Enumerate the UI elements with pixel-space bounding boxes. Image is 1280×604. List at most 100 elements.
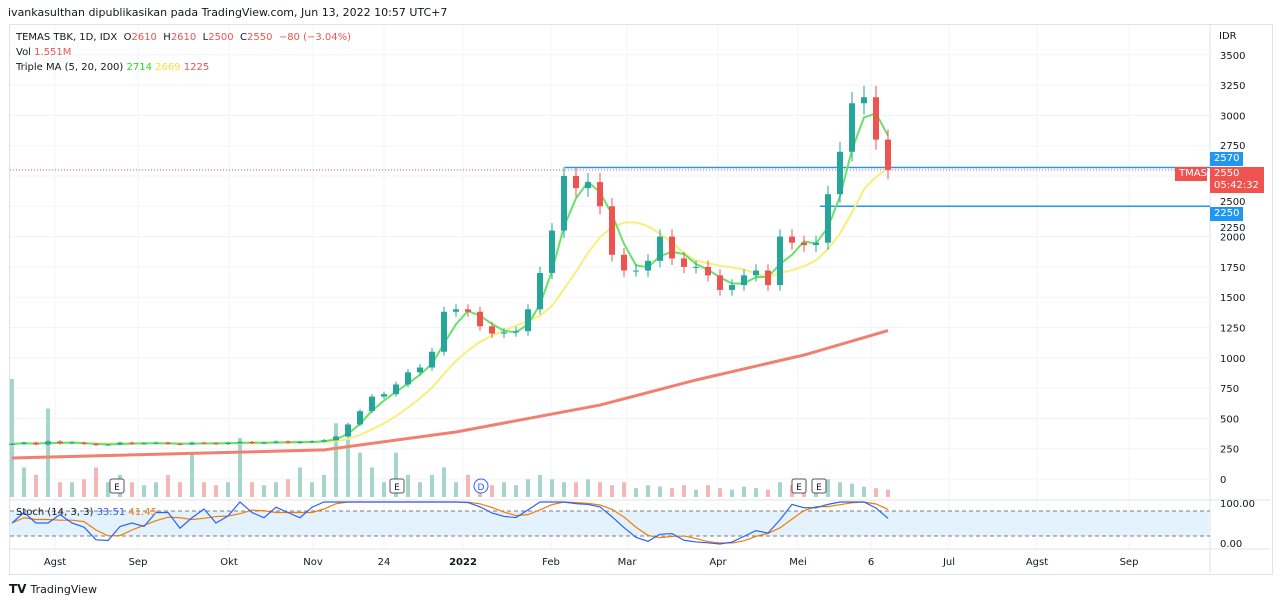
volume-label: Vol	[16, 47, 31, 58]
volume-bar	[346, 438, 350, 497]
ma5-value: 2714	[126, 62, 152, 73]
ohlc-legend: TEMAS TBK, 1D, IDX O2610 H2610 L2500 C25…	[16, 32, 351, 43]
high-label: H	[163, 32, 171, 43]
earnings-marker	[811, 478, 827, 494]
volume-bar	[430, 474, 434, 497]
stoch-tick: 0.00	[1220, 539, 1242, 550]
open-value: 2610	[131, 32, 157, 43]
volume-bar	[850, 483, 854, 497]
candle-body	[417, 367, 423, 373]
stoch-k-line	[11, 501, 889, 545]
volume-bar	[490, 485, 494, 497]
candle-body	[33, 442, 39, 445]
volume-bar	[58, 482, 62, 497]
price-tick: 750	[1220, 384, 1239, 395]
stoch-legend[interactable]: Stoch (14, 3, 3) 33.51 41.45	[16, 507, 157, 518]
price-tick: 500	[1220, 414, 1239, 425]
volume-bar	[286, 479, 290, 497]
candle-body	[813, 242, 819, 246]
candle-body	[753, 270, 759, 276]
volume-bar	[682, 485, 686, 497]
candle-body	[177, 443, 183, 445]
time-tick: Apr	[709, 557, 727, 568]
volume-bar	[334, 423, 338, 497]
candle-body	[225, 442, 231, 444]
candle-body	[69, 442, 75, 444]
ma20-line	[11, 167, 889, 445]
volume-value: 1.551M	[34, 47, 72, 58]
volume-bar	[106, 482, 110, 497]
volume-bar	[166, 474, 170, 497]
close-value: 2550	[247, 32, 273, 43]
volume-legend: Vol 1.551M	[16, 47, 71, 58]
volume-bar	[190, 452, 194, 497]
volume-bar	[874, 488, 878, 497]
ma5-line	[11, 112, 889, 446]
brand-name: TradingView	[30, 582, 97, 596]
candle-body	[117, 442, 123, 445]
price-tick: 2250	[1220, 223, 1245, 234]
chart-frame	[9, 24, 1273, 575]
stoch-label: Stoch (14, 3, 3)	[16, 507, 94, 518]
candle-body	[525, 309, 531, 332]
price-tick: 0	[1220, 475, 1226, 486]
symbol-tag: TMAS	[1175, 167, 1207, 181]
candle-body	[249, 442, 255, 444]
last-price-tag: 2550 05:42:32	[1210, 167, 1264, 193]
candle-body	[237, 442, 243, 444]
candle-body	[297, 442, 303, 444]
candle-body	[849, 103, 855, 152]
time-tick: Mei	[789, 557, 807, 568]
volume-bar	[610, 485, 614, 497]
candle-body	[657, 236, 663, 261]
volume-bar	[94, 467, 98, 497]
open-label: O	[123, 32, 132, 43]
candle-body	[741, 275, 747, 286]
volume-bar	[142, 485, 146, 497]
time-tick: Mar	[618, 557, 638, 568]
close-label: C	[240, 32, 247, 43]
candle-body	[777, 236, 783, 286]
volume-bar	[418, 482, 422, 497]
candle-body	[381, 394, 387, 397]
candle-body	[429, 351, 435, 368]
candle-body	[585, 182, 591, 189]
price-tick: 3000	[1220, 111, 1245, 122]
volume-bar	[502, 482, 506, 497]
volume-bar	[298, 467, 302, 497]
time-tick: Sep	[1120, 557, 1139, 568]
tradingview-logo[interactable]: TV TradingView	[9, 582, 97, 596]
volume-bar	[262, 485, 266, 497]
candle-body	[489, 326, 495, 334]
stoch-tick: 100.00	[1220, 499, 1255, 510]
candle-body	[273, 441, 279, 443]
candle-body	[45, 441, 51, 445]
dividend-marker	[473, 478, 489, 494]
candle-body	[165, 442, 171, 444]
volume-bar	[382, 482, 386, 497]
volume-bar	[886, 489, 890, 497]
ma-legend[interactable]: Triple MA (5, 20, 200) 2714 2669 1225	[16, 62, 209, 73]
candle-body	[825, 194, 831, 243]
symbol-label[interactable]: TEMAS TBK, 1D, IDX	[16, 32, 118, 43]
time-tick: Nov	[303, 557, 323, 568]
ma-label: Triple MA (5, 20, 200)	[16, 62, 124, 73]
price-tick: 1250	[1220, 324, 1245, 335]
price-tick: 1750	[1220, 263, 1245, 274]
candle-body	[477, 311, 483, 327]
volume-bar	[862, 486, 866, 497]
candle-body	[93, 443, 99, 446]
candle-body	[501, 332, 507, 334]
volume-bar	[70, 482, 74, 497]
volume-bar	[250, 482, 254, 497]
high-value: 2610	[170, 32, 197, 43]
volume-bar	[634, 488, 638, 497]
candle-body	[285, 441, 291, 443]
candle-body	[837, 151, 843, 195]
earnings-label: E	[394, 483, 400, 493]
volume-bar	[178, 482, 182, 497]
price-tick: 3500	[1220, 51, 1245, 62]
volume-bar	[658, 486, 662, 497]
